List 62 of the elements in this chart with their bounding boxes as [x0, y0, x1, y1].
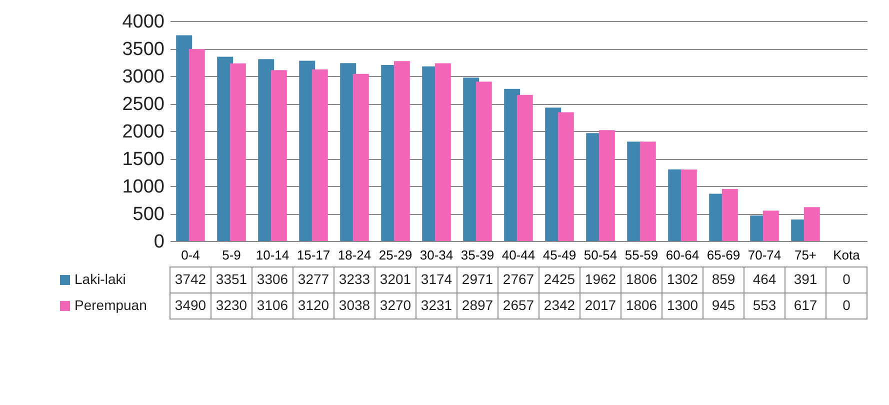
data-label: 2897 — [462, 297, 494, 313]
data-label: 617 — [794, 297, 818, 313]
data-label: 3351 — [216, 271, 248, 287]
data-label: 2017 — [584, 297, 616, 313]
data-label: 3233 — [338, 271, 370, 287]
y-tick-label: 2000 — [122, 122, 164, 142]
data-label: 1806 — [626, 297, 658, 313]
data-label: 3201 — [380, 271, 412, 287]
x-tick-label: 60-64 — [666, 248, 700, 262]
y-tick-label: 4000 — [122, 12, 164, 32]
y-tick-label: 3500 — [122, 39, 164, 60]
data-label: 3038 — [338, 297, 370, 313]
y-tick-label: 500 — [132, 204, 164, 225]
x-tick-label: 50-54 — [584, 248, 618, 262]
data-label: 2425 — [544, 271, 576, 287]
data-label: 2971 — [462, 271, 494, 287]
data-label: 3270 — [380, 297, 412, 313]
x-tick-label: 30-34 — [420, 248, 454, 262]
y-tick-label: 1000 — [122, 176, 164, 198]
legend-label: Perempuan — [74, 297, 147, 313]
data-label: 0 — [842, 297, 851, 313]
data-label: 1962 — [584, 271, 616, 287]
data-label: 464 — [752, 271, 776, 287]
data-label: 0 — [842, 271, 851, 287]
data-label: 3742 — [174, 271, 206, 287]
data-label: 3277 — [298, 271, 330, 287]
x-tick-label: 45-49 — [542, 248, 576, 262]
x-tick-label: 5-9 — [222, 248, 241, 262]
x-tick-label: 65-69 — [706, 248, 740, 262]
x-tick-label: 18-24 — [338, 248, 372, 262]
x-tick-label: 10-14 — [256, 248, 290, 262]
data-label: 1302 — [666, 271, 698, 287]
data-label: 3174 — [420, 271, 452, 287]
x-tick-label: 35-39 — [460, 248, 494, 262]
data-label: 945 — [712, 297, 736, 313]
y-tick-label: 0 — [154, 232, 164, 252]
data-label: 3230 — [216, 297, 248, 313]
data-label: 3120 — [298, 297, 330, 313]
x-tick-label: 75+ — [794, 248, 817, 262]
data-label: 2767 — [502, 271, 534, 287]
y-tick-label: 3000 — [122, 66, 164, 88]
x-tick-label: Kota — [833, 248, 861, 262]
x-tick-label: 55-59 — [624, 248, 658, 262]
data-label: 3490 — [174, 297, 206, 313]
x-tick-label: 70-74 — [748, 248, 782, 262]
y-tick-label: 1500 — [122, 149, 164, 170]
x-tick-label: 15-17 — [296, 248, 330, 262]
data-label: 1300 — [666, 297, 698, 313]
data-label: 1806 — [626, 271, 658, 287]
data-label: 3231 — [420, 297, 452, 313]
data-label: 391 — [794, 271, 818, 287]
data-label: 3106 — [256, 297, 288, 313]
x-tick-label: 40-44 — [502, 248, 536, 262]
data-label: 2657 — [502, 297, 534, 313]
x-tick-label: 25-29 — [378, 248, 412, 262]
x-tick-label: 0-4 — [181, 248, 200, 262]
y-tick-label: 2500 — [122, 94, 164, 115]
data-label: 2342 — [544, 297, 576, 313]
data-label: 553 — [752, 297, 776, 313]
data-label: 3306 — [256, 271, 288, 287]
data-label: 859 — [712, 271, 736, 287]
legend-label: Laki-laki — [74, 271, 126, 287]
